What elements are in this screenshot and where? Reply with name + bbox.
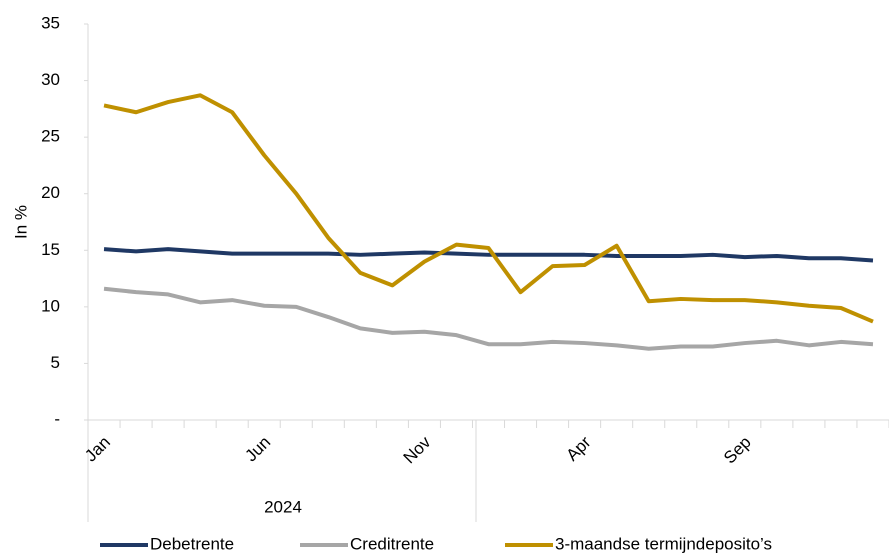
year-label: 2024 bbox=[264, 497, 302, 516]
x-tick-label: Jan bbox=[81, 433, 114, 466]
x-tick-label: Sep bbox=[720, 433, 755, 468]
series-line bbox=[103, 286, 874, 351]
x-tick-label: Nov bbox=[400, 432, 435, 467]
y-tick-label: 5 bbox=[51, 353, 60, 372]
y-tick-label: 15 bbox=[41, 240, 60, 259]
y-axis-label: In % bbox=[11, 205, 30, 239]
y-tick-label: - bbox=[54, 409, 60, 428]
y-tick-label: 25 bbox=[41, 127, 60, 146]
y-tick-label: 35 bbox=[41, 13, 60, 32]
y-tick-label: 20 bbox=[41, 183, 60, 202]
legend-label: Creditrente bbox=[350, 534, 434, 553]
x-tick-label: Apr bbox=[562, 432, 594, 464]
legend-label: Debetrente bbox=[150, 534, 234, 553]
series-line bbox=[103, 93, 874, 324]
y-tick-label: 10 bbox=[41, 296, 60, 315]
series-line bbox=[103, 247, 874, 263]
legend-label: 3-maandse termijndeposito’s bbox=[555, 534, 772, 553]
y-tick-label: 30 bbox=[41, 70, 60, 89]
x-tick-label: Jun bbox=[241, 433, 274, 466]
